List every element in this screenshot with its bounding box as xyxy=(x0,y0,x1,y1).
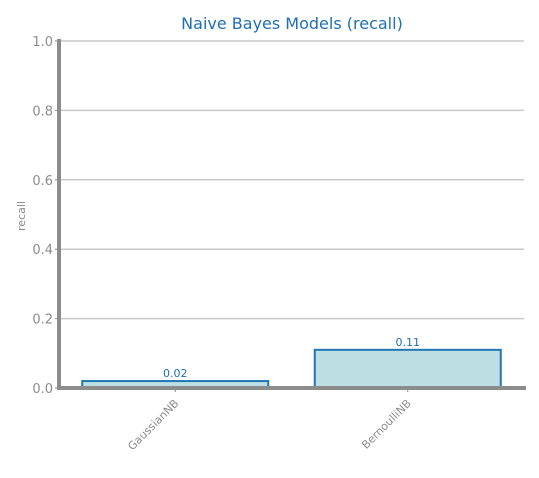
x-tick-label: GaussianNB xyxy=(125,397,181,453)
y-tick-label: 0.2 xyxy=(32,313,53,328)
gridlines xyxy=(59,40,524,320)
y-tick-label: 1.0 xyxy=(32,35,53,50)
y-tick-label: 0.4 xyxy=(32,243,53,258)
bars: 0.02 0.11 xyxy=(81,336,502,389)
chart-title: Naive Bayes Models (recall) xyxy=(181,14,403,33)
y-tick-label: 0.8 xyxy=(32,104,53,119)
y-tick-label: 0.0 xyxy=(32,382,53,397)
y-tick-labels: 0.0 0.2 0.4 0.6 0.8 1.0 xyxy=(32,35,59,397)
axes xyxy=(57,39,526,390)
y-tick-label: 0.6 xyxy=(32,174,53,189)
bar xyxy=(313,348,502,389)
y-axis-label: recall xyxy=(15,201,28,231)
x-tick-label: BernoulliNB xyxy=(359,397,414,452)
bar-value-label: 0.02 xyxy=(163,367,188,380)
x-tick-labels: GaussianNB BernoulliNB xyxy=(125,388,414,453)
bar-value-label: 0.11 xyxy=(396,336,421,349)
